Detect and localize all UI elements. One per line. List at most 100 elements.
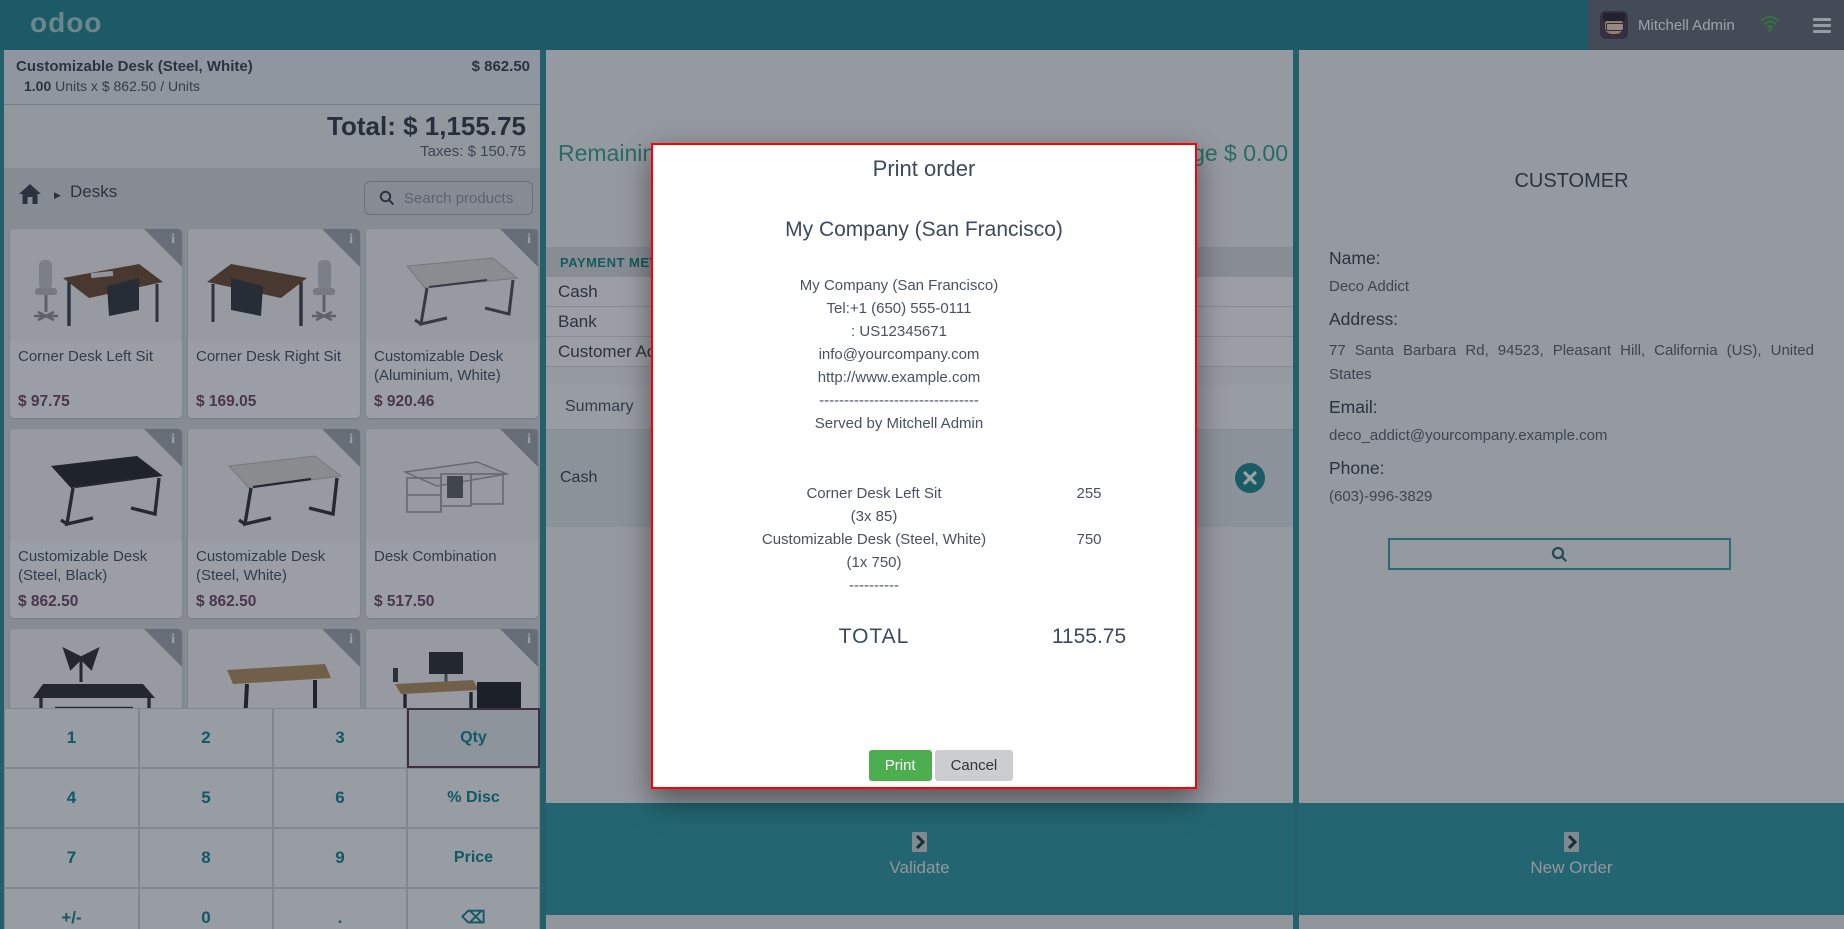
numpad-key-2[interactable]: 2 [139, 708, 273, 768]
receipt-items: Corner Desk Left Sit 255 (3x 85) Customi… [659, 482, 1184, 597]
numpad-key-0[interactable]: 0 [139, 888, 273, 929]
receipt-item-name: Corner Desk Left Sit [806, 485, 942, 502]
product-card-customizable-desk-steel-white[interactable]: i Customizable Desk (Steel, White) $ 862… [188, 429, 360, 618]
order-total: Total: $ 1,155.75 [327, 111, 526, 141]
info-icon: i [349, 432, 353, 447]
numpad-key-3[interactable]: 3 [273, 708, 407, 768]
info-icon: i [171, 232, 175, 247]
customer-phone-label: Phone: [1329, 458, 1385, 478]
product-image [366, 229, 538, 341]
info-corner[interactable] [500, 629, 538, 667]
customer-email-value: deco_addict@yourcompany.example.com [1329, 427, 1608, 444]
new-order-button[interactable]: New Order [1299, 803, 1844, 915]
product-name: Customizable Desk (Aluminium, White) [374, 348, 504, 384]
numpad-key-8[interactable]: 8 [139, 828, 273, 888]
product-name: Corner Desk Right Sit [196, 348, 342, 365]
breadcrumb-category[interactable]: Desks [70, 182, 118, 201]
remaining-label: Remaining [558, 140, 668, 166]
info-corner[interactable] [322, 629, 360, 667]
product-card-customizable-desk-steel-black[interactable]: i Customizable Desk (Steel, Black) $ 862… [10, 429, 182, 618]
info-corner[interactable] [322, 429, 360, 467]
product-name: Corner Desk Left Sit [18, 348, 154, 365]
info-icon: i [171, 632, 175, 647]
validate-button[interactable]: Validate [546, 803, 1293, 915]
numpad-key-1[interactable]: 1 [4, 708, 139, 768]
receipt-item-qty: (3x 85) [850, 508, 898, 525]
numpad: 1 2 3 Qty 4 5 6 % Disc 7 8 9 Price +/- 0… [4, 708, 540, 929]
info-corner[interactable] [500, 429, 538, 467]
customer-title: CUSTOMER [1514, 170, 1629, 192]
avatar[interactable] [1600, 11, 1628, 39]
numpad-key-decimal[interactable]: . [273, 888, 407, 929]
product-price: $ 862.50 [18, 593, 79, 610]
numpad-key-5[interactable]: 5 [139, 768, 273, 828]
customer-fields: Name: Deco Addict Address: 77 Santa Barb… [1329, 248, 1814, 505]
info-icon: i [349, 232, 353, 247]
hamburger-menu-icon[interactable] [1812, 17, 1831, 33]
receipt-item-price: 255 [1076, 485, 1102, 502]
receipt-total-label: TOTAL [838, 625, 910, 648]
search-icon [1551, 546, 1567, 562]
avatar-hair [1603, 13, 1625, 21]
orderline-row[interactable]: Customizable Desk (Steel, White) $ 862.5… [4, 50, 540, 105]
odoo-logo: odoo [30, 7, 103, 38]
chevron-right-icon [912, 832, 927, 852]
product-card-corner-desk-right-sit[interactable]: i Corner Desk Right Sit $ 169.05 [188, 229, 360, 418]
delete-payment-icon[interactable] [1235, 463, 1265, 493]
receipt-item-price: 750 [1076, 531, 1102, 548]
numpad-mode-qty[interactable]: Qty [407, 708, 540, 768]
customer-panel: CUSTOMER Name: Deco Addict Address: 77 S… [1299, 50, 1844, 915]
numpad-backspace-icon[interactable]: ⌫ [407, 888, 540, 929]
wifi-icon[interactable] [1759, 14, 1781, 37]
info-corner[interactable] [322, 229, 360, 267]
product-card-corner-desk-left-sit[interactable]: i Corner Desk Left Sit $ 97.75 [10, 229, 182, 418]
payment-line-method: Cash [560, 469, 598, 486]
cancel-button[interactable]: Cancel [934, 750, 1014, 781]
product-card-customizable-desk-aluminium-white[interactable]: i Customizable Desk (Aluminium, White) $… [366, 229, 538, 418]
numpad-key-7[interactable]: 7 [4, 828, 139, 888]
print-button[interactable]: Print [868, 750, 932, 781]
receipt-separator: -------------------------------- [819, 392, 979, 409]
info-corner[interactable] [144, 429, 182, 467]
product-name: Customizable Desk (Steel, White) [196, 548, 326, 584]
numpad-mode-discount[interactable]: % Disc [407, 768, 540, 828]
product-name: Desk Combination [374, 548, 497, 565]
info-icon: i [171, 432, 175, 447]
numpad-key-6[interactable]: 6 [273, 768, 407, 828]
customer-address-value: 77 Santa Barbara Rd, 94523, Pleasant Hil… [1329, 342, 1814, 383]
numpad-mode-price[interactable]: Price [407, 828, 540, 888]
home-icon[interactable] [18, 183, 42, 210]
info-icon: i [349, 632, 353, 647]
topbar-status-area: Mitchell Admin [1588, 0, 1844, 50]
product-card-desk-combination[interactable]: i Desk Combination $ 517.50 [366, 429, 538, 618]
receipt-total-row: TOTAL 1155.75 [714, 624, 1144, 650]
print-order-dialog: Print order My Company (San Francisco) M… [651, 143, 1197, 789]
info-corner[interactable] [144, 229, 182, 267]
info-icon: i [527, 432, 531, 447]
customer-email-label: Email: [1329, 397, 1378, 417]
numpad-key-4[interactable]: 4 [4, 768, 139, 828]
product-price: $ 517.50 [374, 593, 435, 610]
orderline-unit-detail: Units x $ 862.50 / Units [51, 78, 200, 94]
product-search-input[interactable] [402, 188, 526, 208]
order-totals: Total: $ 1,155.75 Taxes: $ 150.75 [4, 105, 540, 168]
product-search-box[interactable] [364, 181, 533, 215]
info-corner[interactable] [500, 229, 538, 267]
breadcrumb-arrow-icon: ▶ [54, 190, 61, 200]
numpad-key-9[interactable]: 9 [273, 828, 407, 888]
customer-search-button[interactable] [1388, 538, 1731, 570]
receipt-company-heading: My Company (San Francisco) [785, 218, 1063, 241]
product-name: Customizable Desk (Steel, Black) [18, 548, 148, 584]
product-price: $ 169.05 [196, 393, 257, 410]
top-bar: odoo Mitchell Admin [0, 0, 1844, 50]
receipt-items-separator: ---------- [849, 577, 899, 594]
info-corner[interactable] [144, 629, 182, 667]
breadcrumb: ▶ Desks [4, 168, 540, 229]
numpad-key-plusminus[interactable]: +/- [4, 888, 139, 929]
validate-label: Validate [889, 858, 950, 877]
receipt-vat-line: : US12345671 [851, 323, 947, 340]
dialog-buttons: Print Cancel [670, 750, 1212, 781]
chevron-right-icon [1564, 832, 1579, 852]
receipt-header: My Company (San Francisco) Tel:+1 (650) … [659, 274, 1139, 435]
